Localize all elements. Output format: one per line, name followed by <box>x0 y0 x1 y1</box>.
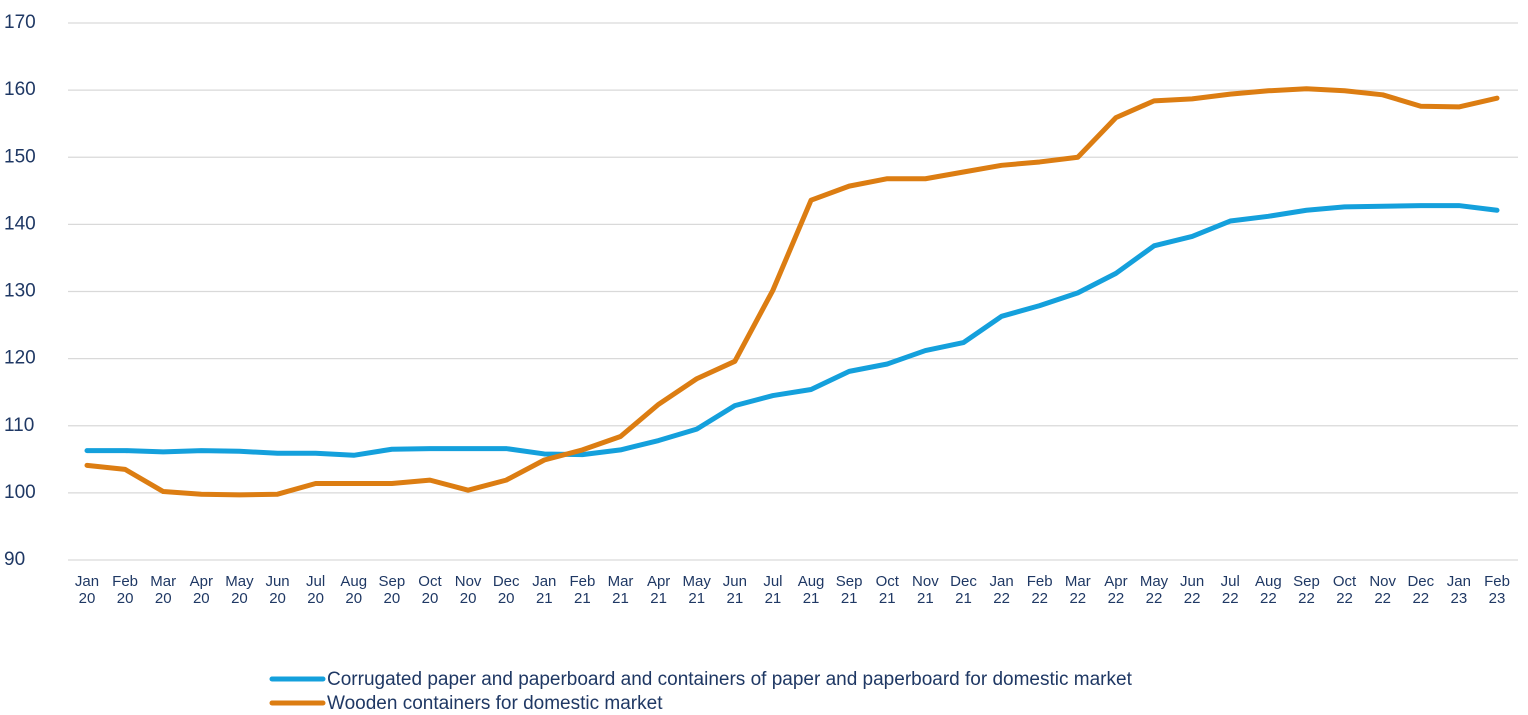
series-line <box>84 203 1500 458</box>
x-tick-label: Nov 22 <box>1369 573 1397 607</box>
x-tick-label: Apr 21 <box>646 573 671 607</box>
x-tick-label: Mar 20 <box>150 573 177 607</box>
x-tick-label: May 20 <box>225 573 254 607</box>
x-tick-label: Aug 21 <box>797 573 825 607</box>
x-tick-label: Oct 20 <box>418 573 442 607</box>
x-tick-label: Sep 20 <box>378 573 406 607</box>
x-tick-label: Mar 21 <box>607 573 634 607</box>
x-tick-label: Jan 23 <box>1446 573 1471 607</box>
x-tick-label: Jan 22 <box>989 573 1014 607</box>
x-tick-label: Oct 21 <box>875 573 899 607</box>
x-tick-label: Jul 20 <box>306 573 326 607</box>
x-tick-label: May 21 <box>682 573 711 607</box>
x-tick-label: Oct 22 <box>1332 573 1357 607</box>
y-tick-label: 140 <box>4 213 36 234</box>
x-tick-label: Feb 20 <box>112 573 139 607</box>
x-tick-label: Sep 22 <box>1293 573 1320 607</box>
x-tick-label: Dec 20 <box>492 573 520 607</box>
x-tick-label: Nov 20 <box>454 573 482 607</box>
y-tick-label: 170 <box>4 12 36 33</box>
x-tick-label: Jan 21 <box>532 573 557 607</box>
y-tick-label: 130 <box>4 281 36 302</box>
x-tick-label: Feb 22 <box>1026 573 1053 607</box>
x-tick-label: Dec 22 <box>1407 573 1435 607</box>
x-tick-label: Aug 22 <box>1254 573 1282 607</box>
y-tick-label: 100 <box>4 482 36 503</box>
x-tick-label: Feb 21 <box>569 573 596 607</box>
x-tick-label: May 22 <box>1139 573 1169 607</box>
legend-label: Wooden containers for domestic market <box>327 693 663 714</box>
x-tick-label: Jun 22 <box>1180 573 1205 607</box>
y-tick-label: 90 <box>4 549 25 570</box>
x-tick-label: Mar 22 <box>1064 573 1091 607</box>
legend-label: Corrugated paper and paperboard and cont… <box>327 669 1133 690</box>
y-tick-label: 160 <box>4 79 36 100</box>
x-tick-label: Feb 23 <box>1484 573 1510 607</box>
x-tick-label: Apr 20 <box>189 573 213 607</box>
x-tick-label: Apr 22 <box>1104 573 1128 607</box>
x-tick-label: Jul 22 <box>1220 573 1240 607</box>
x-tick-label: Jun 21 <box>722 573 747 607</box>
y-tick-label: 150 <box>4 146 36 167</box>
y-tick-label: 120 <box>4 348 36 369</box>
x-tick-label: Jun 20 <box>265 573 290 607</box>
series-line <box>84 86 1500 498</box>
x-tick-label: Dec 21 <box>950 573 977 607</box>
x-tick-label: Sep 21 <box>835 573 863 607</box>
x-tick-label: Aug 20 <box>340 573 368 607</box>
x-tick-label: Jan 20 <box>74 573 100 607</box>
y-tick-label: 110 <box>4 415 34 436</box>
x-tick-label: Jul 21 <box>763 573 783 607</box>
x-tick-label: Nov 21 <box>912 573 939 607</box>
